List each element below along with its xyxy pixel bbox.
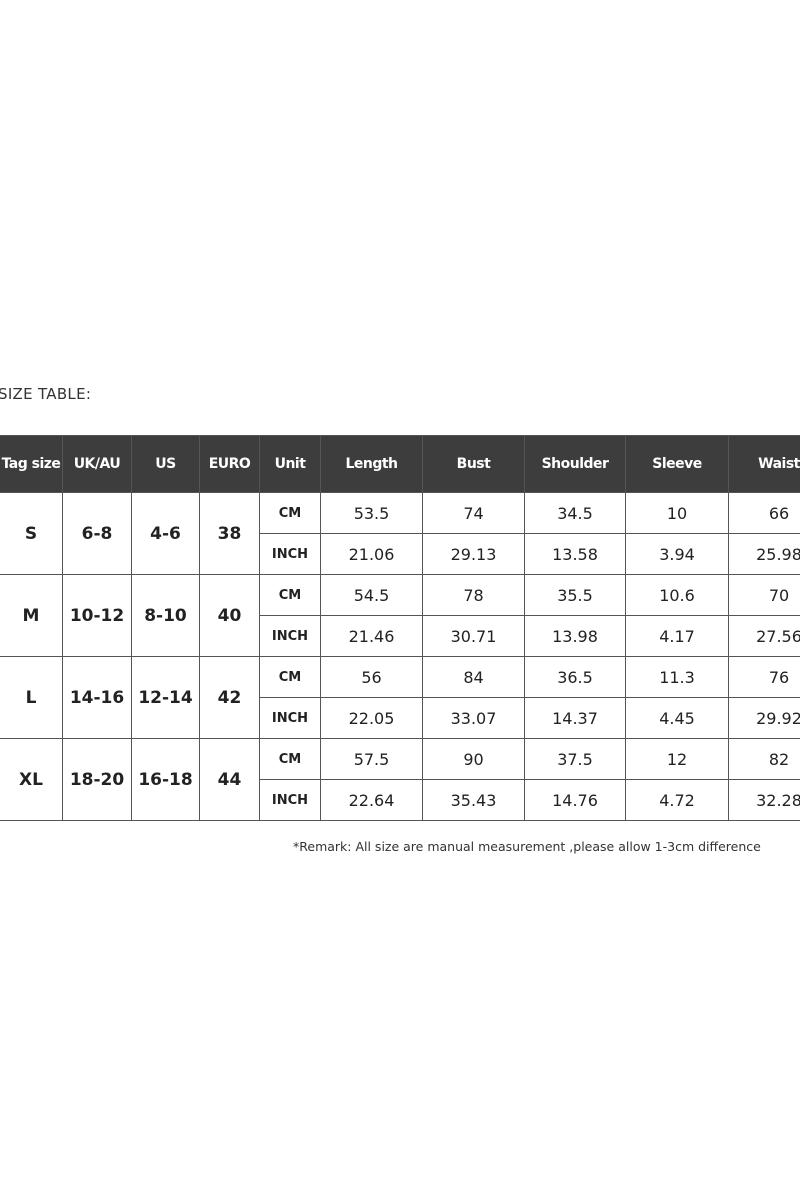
cell-unit: CM — [259, 738, 321, 780]
cell-uk: 6-8 — [62, 492, 132, 575]
table-row: INCH 22.05 33.07 14.37 4.45 29.92 — [0, 697, 800, 739]
table-row: INCH 21.46 30.71 13.98 4.17 27.56 — [0, 615, 800, 657]
cell-measurement: 35.5 — [524, 574, 626, 616]
column-header-sleeve: Sleeve — [625, 435, 729, 493]
cell-measurement: 74 — [422, 492, 525, 534]
column-header-shoulder: Shoulder — [524, 435, 626, 493]
cell-measurement: 32.28 — [728, 779, 800, 821]
cell-measurement: 35.43 — [422, 779, 525, 821]
cell-measurement: 53.5 — [320, 492, 423, 534]
cell-unit: INCH — [259, 779, 321, 821]
cell-unit: CM — [259, 492, 321, 534]
header-row: Tag size UK/AU US EURO Unit Length Bust Shoulde… — [0, 435, 800, 493]
cell-euro: 40 — [199, 574, 260, 657]
cell-measurement: 84 — [422, 656, 525, 698]
cell-us: 4-6 — [131, 492, 200, 575]
column-header-length: Length — [320, 435, 423, 493]
cell-measurement: 21.46 — [320, 615, 423, 657]
cell-tag: S — [0, 492, 63, 575]
cell-measurement: 70 — [728, 574, 800, 616]
cell-measurement: 76 — [728, 656, 800, 698]
cell-uk: 10-12 — [62, 574, 132, 657]
cell-tag: L — [0, 656, 63, 739]
cell-us: 12-14 — [131, 656, 200, 739]
size-table: Tag size UK/AU US EURO Unit Length Bust Shoulde… — [0, 435, 800, 821]
cell-measurement: 4.72 — [625, 779, 729, 821]
cell-measurement: 25.98 — [728, 533, 800, 575]
cell-unit: CM — [259, 656, 321, 698]
cell-measurement: 57.5 — [320, 738, 423, 780]
cell-measurement: 22.05 — [320, 697, 423, 739]
column-header-bust: Bust — [422, 435, 525, 493]
column-header-unit: Unit — [259, 435, 321, 493]
cell-measurement: 37.5 — [524, 738, 626, 780]
cell-us: 8-10 — [131, 574, 200, 657]
column-header-tag-size: Tag size — [0, 435, 63, 493]
cell-measurement: 29.92 — [728, 697, 800, 739]
cell-measurement: 21.06 — [320, 533, 423, 575]
cell-measurement: 22.64 — [320, 779, 423, 821]
cell-measurement: 54.5 — [320, 574, 423, 616]
cell-measurement: 14.76 — [524, 779, 626, 821]
cell-measurement: 29.13 — [422, 533, 525, 575]
cell-measurement: 30.71 — [422, 615, 525, 657]
cell-measurement: 11.3 — [625, 656, 729, 698]
cell-measurement: 10 — [625, 492, 729, 534]
table-row: L 14-16 12-14 42 CM 56 84 36.5 11.3 76 — [0, 656, 800, 739]
column-header-uk-au: UK/AU — [62, 435, 132, 493]
cell-us: 16-18 — [131, 738, 200, 821]
remark-note: *Remark: All size are manual measurement… — [293, 839, 761, 854]
cell-measurement: 4.17 — [625, 615, 729, 657]
table-row: INCH 22.64 35.43 14.76 4.72 32.28 — [0, 779, 800, 821]
cell-unit: INCH — [259, 615, 321, 657]
cell-euro: 44 — [199, 738, 260, 821]
cell-measurement: 78 — [422, 574, 525, 616]
cell-measurement: 82 — [728, 738, 800, 780]
cell-measurement: 13.98 — [524, 615, 626, 657]
cell-tag: XL — [0, 738, 63, 821]
cell-measurement: 12 — [625, 738, 729, 780]
column-header-waist: Waist — [728, 435, 800, 493]
cell-unit: INCH — [259, 697, 321, 739]
table-row: S 6-8 4-6 38 CM 53.5 74 34.5 10 66 — [0, 492, 800, 575]
column-header-euro: EURO — [199, 435, 260, 493]
table-row: M 10-12 8-10 40 CM 54.5 78 35.5 10.6 70 — [0, 574, 800, 657]
table-row: INCH 21.06 29.13 13.58 3.94 25.98 — [0, 533, 800, 575]
cell-measurement: 27.56 — [728, 615, 800, 657]
cell-measurement: 13.58 — [524, 533, 626, 575]
cell-euro: 38 — [199, 492, 260, 575]
cell-uk: 14-16 — [62, 656, 132, 739]
cell-measurement: 36.5 — [524, 656, 626, 698]
cell-uk: 18-20 — [62, 738, 132, 821]
size-table-title: SIZE TABLE: — [0, 385, 92, 403]
cell-measurement: 34.5 — [524, 492, 626, 534]
cell-measurement: 4.45 — [625, 697, 729, 739]
cell-measurement: 33.07 — [422, 697, 525, 739]
column-header-us: US — [131, 435, 200, 493]
cell-unit: CM — [259, 574, 321, 616]
table-row: XL 18-20 16-18 44 CM 57.5 90 37.5 12 82 — [0, 738, 800, 821]
cell-tag: M — [0, 574, 63, 657]
cell-measurement: 10.6 — [625, 574, 729, 616]
cell-euro: 42 — [199, 656, 260, 739]
cell-measurement: 56 — [320, 656, 423, 698]
cell-measurement: 3.94 — [625, 533, 729, 575]
cell-unit: INCH — [259, 533, 321, 575]
cell-measurement: 66 — [728, 492, 800, 534]
cell-measurement: 14.37 — [524, 697, 626, 739]
cell-measurement: 90 — [422, 738, 525, 780]
